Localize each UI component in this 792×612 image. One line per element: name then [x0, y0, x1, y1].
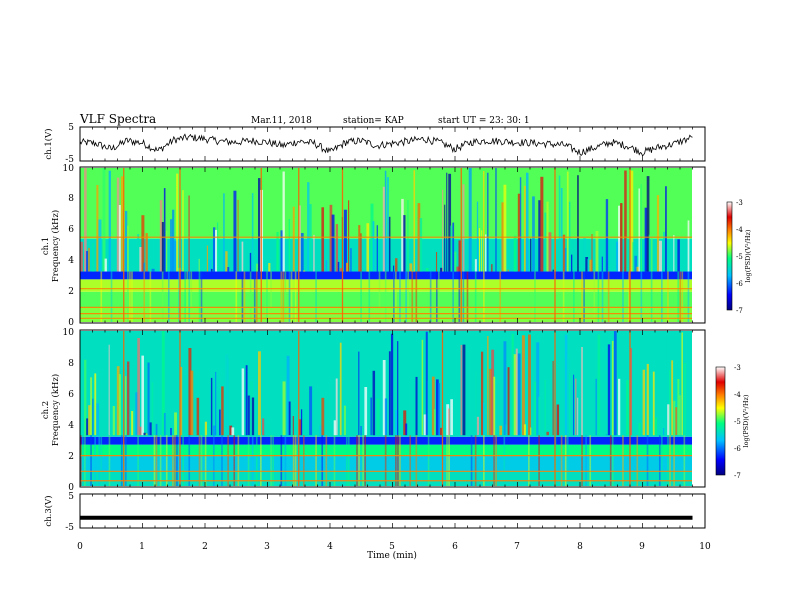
ch2-frequency-label: Frequency (kHz): [50, 374, 61, 446]
ch1-ytick-0: 0: [68, 318, 74, 328]
xtick-1: 1: [139, 542, 145, 552]
cb2-tick-6: -6: [734, 445, 741, 453]
xtick-9: 9: [639, 542, 645, 552]
ch2-ytick-8: 8: [68, 359, 74, 369]
ch1-frequency-label: Frequency (kHz): [50, 210, 61, 282]
ch1-ytick-top: 5: [68, 123, 74, 133]
ch1-spec-band-1: [80, 291, 692, 308]
waveform-ch3-panel: 5 -5 ch.3(V): [43, 492, 706, 533]
colorbar-ch2-label: log(PSD)(V²/Hz): [742, 394, 750, 447]
ch1-spec-band-0: [80, 307, 692, 322]
xtick-5: 5: [389, 542, 395, 552]
ch1-spec-band-3: [80, 271, 692, 280]
cb1-tick-7: -7: [736, 307, 743, 315]
xtick-7: 7: [514, 542, 520, 552]
start-time-label: start UT = 23: 30: 1: [438, 116, 530, 126]
xtick-3: 3: [264, 542, 270, 552]
figure-title: VLF Spectra: [79, 112, 156, 126]
xtick-0: 0: [77, 542, 83, 552]
ch1-spec-band-2: [80, 279, 692, 292]
ch2-ytick-2: 2: [68, 452, 74, 462]
cb2-tick-7: -7: [734, 472, 741, 480]
ch1-ytick-6: 6: [68, 225, 74, 235]
xtick-2: 2: [202, 542, 208, 552]
station-label: station= KAP: [343, 116, 404, 126]
colorbar-ch1: [726, 201, 733, 311]
cb2-tick-5: -5: [734, 418, 741, 426]
ch3-ytick-top: 5: [68, 492, 74, 502]
cb2-tick-4: -4: [734, 391, 741, 399]
waveform-ch3-frame: [79, 493, 706, 529]
waveform-ch1-panel: 5 -5 ch.1(V): [43, 123, 706, 165]
cb1-tick-6: -6: [736, 280, 743, 288]
cb2-tick-3: -3: [734, 364, 741, 372]
spectrogram-ch1-image: [80, 168, 692, 322]
xtick-6: 6: [452, 542, 458, 552]
ch1-channel-label: ch.1: [41, 237, 51, 255]
spectrogram-ch2-panel: 0 2 4 6 8 10 ch.2 Frequency (kHz) -3 -4 …: [41, 328, 750, 493]
ch1-ytick-2: 2: [68, 287, 74, 297]
ch2-ytick-10: 10: [63, 328, 75, 338]
colorbar-ch1-label: log(PSD)(V²/Hz): [744, 229, 752, 282]
date-label: Mar.11, 2018: [251, 116, 312, 126]
ch1-waveform-ylabel: ch.1(V): [43, 128, 54, 159]
xtick-8: 8: [577, 542, 583, 552]
ch2-ytick-6: 6: [68, 390, 74, 400]
cb1-tick-4: -4: [736, 226, 743, 234]
waveform-ch1-ticks: [79, 127, 706, 161]
waveform-ch1-frame: [79, 126, 706, 162]
cb1-tick-5: -5: [736, 253, 743, 261]
waveform-ch1-line: [79, 133, 693, 157]
xtick-4: 4: [327, 542, 333, 552]
ch2-spec-streaks: [80, 331, 692, 486]
spectrogram-ch1-panel: 0 2 4 6 8 10 ch.1 Frequency (kHz) -3 -4 …: [41, 164, 752, 328]
xtick-10: 10: [699, 542, 711, 552]
ch2-ytick-0: 0: [68, 483, 74, 493]
ch2-channel-label: ch.2: [41, 401, 51, 419]
colorbar-ch2: [715, 366, 726, 476]
ch1-ytick-10: 10: [63, 164, 75, 174]
cb1-tick-3: -3: [736, 199, 743, 207]
ch3-waveform-ylabel: ch.3(V): [43, 495, 54, 526]
spectrogram-ch2-image: [80, 331, 692, 486]
ch3-ytick-bottom: -5: [65, 523, 74, 533]
ch1-ytick-8: 8: [68, 194, 74, 204]
xaxis-label: Time (min): [367, 550, 417, 561]
spectrogram-ch2-ticks: [79, 330, 706, 487]
time-axis: 0 1 2 3 4 5 6 7 8 9 10 Time (min): [77, 542, 711, 561]
ch1-ytick-4: 4: [68, 256, 74, 266]
waveform-ch3-ticks: [79, 494, 706, 528]
ch1-spec-streaks: [80, 168, 690, 322]
ch2-ytick-4: 4: [68, 421, 74, 431]
spectrogram-ch1-ticks: [79, 167, 706, 323]
ch1-ytick-bottom: -5: [65, 155, 74, 165]
